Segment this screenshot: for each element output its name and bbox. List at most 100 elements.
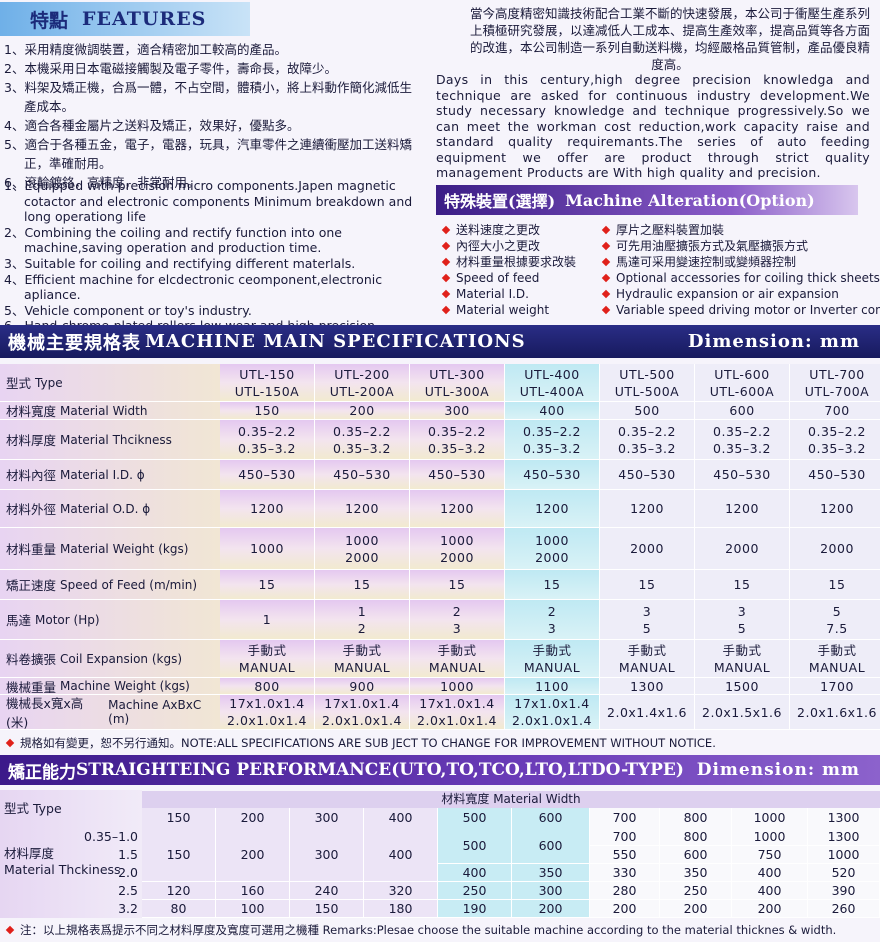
- feature-zh: 1、采用精度微調裝置，適合精密加工較高的產品。: [4, 42, 287, 57]
- perf-title-zh: 矯正能力: [8, 762, 76, 783]
- feature-en: 1、Equipped with precision micro componen…: [4, 178, 413, 225]
- spec-label-zh: 料卷擴張: [6, 652, 57, 667]
- spec-label-en: Coil Expansion (kgs): [60, 651, 183, 666]
- spec-row-label: 材料內徑 Material I.D. ϕ: [0, 460, 220, 490]
- spec-cell: 1200: [220, 490, 315, 528]
- spec-cell: 2.0x1.5x1.6: [695, 695, 790, 730]
- spec-cell-line: 450–530: [713, 467, 771, 482]
- spec-cell-line: 0.35–2.2: [238, 423, 296, 439]
- bullet: [5, 738, 15, 747]
- spec-cell: 1200: [505, 490, 600, 528]
- perf-cell: 300: [290, 828, 364, 882]
- feature-zh: 2、本機采用日本電磁接觸製及電子零件，壽命長，故障少。: [4, 61, 337, 76]
- spec-label-zh: 材料重量: [6, 542, 57, 557]
- perf-remark-text: 注：以上規格表爲提示不同之材料厚度及寬度可選用之機種 Remarks:Plesa…: [20, 923, 837, 937]
- spec-cell-line: 2000: [345, 549, 379, 565]
- bullet: [441, 225, 451, 235]
- spec-label-en: Type: [35, 375, 63, 390]
- spec-cell: 5 7.5: [790, 600, 880, 640]
- feature-en: 5、Vehicle component or toy's industry.: [4, 302, 252, 318]
- perf-cell: 800: [660, 828, 732, 846]
- spec-cell-line: 2000: [725, 541, 759, 556]
- spec-cell-line: MANUAL: [713, 659, 771, 675]
- spec-cell-line: 3: [452, 620, 462, 636]
- spec-label-en: Material Width: [60, 403, 148, 418]
- perf-thickness: 3.2: [118, 901, 138, 916]
- spec-cell-line: 15: [353, 577, 371, 592]
- spec-cell-line: UTL-400: [524, 366, 580, 382]
- perf-width-label: 材料寬度 Material Width: [142, 791, 880, 808]
- options-column: 厚片之壓料裝置加裝 可先用油壓擴張方式及氣壓擴張方式 馬達可采用變速控制或變頻器控制…: [600, 222, 880, 318]
- perf-width: 300: [290, 808, 364, 828]
- spec-cell-line: 0.35–3.2: [523, 440, 581, 456]
- spec-cell-line: 手動式: [722, 642, 762, 658]
- spec-cell: 1200: [790, 490, 880, 528]
- spec-cell: 15: [505, 570, 600, 600]
- spec-cell: UTL-400 UTL-400A: [505, 364, 600, 402]
- spec-cell-line: 15: [543, 577, 561, 592]
- spec-cell-line: 1: [357, 603, 367, 619]
- option-text: Speed of feed: [456, 271, 540, 285]
- spec-label-zh: 矯正速度: [6, 578, 57, 593]
- perf-cell: 320: [364, 882, 438, 900]
- spec-cell: UTL-600 UTL-600A: [695, 364, 790, 402]
- spec-cell-line: 2.0x1.0x1.4: [322, 713, 402, 728]
- spec-cell-line: 2000: [535, 549, 569, 565]
- spec-unit: Dimension: mm: [687, 331, 860, 352]
- spec-cell: 17x1.0x1.4 2.0x1.0x1.4: [220, 695, 315, 730]
- features-zh-list: 1、采用精度微調裝置，適合精密加工較高的產品。 2、本機采用日本電磁接觸製及電子零…: [4, 40, 424, 192]
- spec-cell-line: 450–530: [333, 467, 391, 482]
- spec-cell: 300: [410, 402, 505, 420]
- spec-cell-line: 17x1.0x1.4: [514, 696, 590, 711]
- spec-cell: 0.35–2.2 0.35–3.2: [410, 420, 505, 460]
- perf-header: 矯正能力 STRAIGHTEING PERFORMANCE(UTO,TO,TCO,…: [0, 755, 880, 785]
- spec-cell: 17x1.0x1.4 2.0x1.0x1.4: [410, 695, 505, 730]
- perf-cell: 160: [216, 882, 290, 900]
- spec-cell-line: 450–530: [523, 467, 581, 482]
- option-text: 厚片之壓料裝置加裝: [616, 223, 725, 237]
- option-item: 可先用油壓擴張方式及氣壓擴張方式: [600, 238, 880, 254]
- spec-cell: 150: [220, 402, 315, 420]
- spec-cell-line: 1300: [630, 678, 664, 694]
- spec-cell: 450–530: [600, 460, 695, 490]
- spec-cell-line: UTL-150: [239, 366, 295, 382]
- spec-label-en: Speed of Feed (m/min): [60, 577, 197, 592]
- spec-cell: 2000: [600, 528, 695, 570]
- spec-cell-line: MANUAL: [523, 659, 581, 675]
- spec-cell-line: 15: [448, 577, 466, 592]
- perf-cell: 350: [512, 864, 590, 882]
- perf-cell: 190: [438, 900, 512, 918]
- spec-cell: 1: [220, 600, 315, 640]
- spec-cell-line: 1200: [535, 501, 569, 516]
- spec-cell-line: 1700: [820, 678, 854, 694]
- spec-cell: 800: [220, 678, 315, 695]
- spec-cell: 450–530: [220, 460, 315, 490]
- spec-cell-line: 150: [254, 403, 280, 418]
- spec-cell: 450–530: [695, 460, 790, 490]
- spec-cell-line: 400: [539, 403, 565, 418]
- perf-cell: 700: [590, 828, 660, 846]
- spec-note: 規格如有變更，恕不另行通知。NOTE:ALL SPECIFICATIONS AR…: [4, 735, 880, 751]
- option-item: 厚片之壓料裝置加裝: [600, 222, 880, 238]
- spec-cell: 手動式 MANUAL: [600, 640, 695, 678]
- option-text: 材料重量根據要求改裝: [456, 255, 577, 269]
- spec-cell-line: 2: [357, 620, 367, 636]
- feature-en: 2、Combining the coiling and rectify func…: [4, 224, 342, 256]
- perf-cell: 1000: [808, 846, 880, 864]
- spec-cell-line: 0.35–2.2: [428, 423, 486, 439]
- spec-cell-line: 450–530: [238, 467, 296, 482]
- spec-cell-line: 手動式: [437, 642, 477, 658]
- features-title-zh: 特點: [30, 9, 69, 32]
- spec-cell: 1200: [695, 490, 790, 528]
- perf-cell: 600: [660, 846, 732, 864]
- spec-cell: 200: [315, 402, 410, 420]
- spec-cell: 450–530: [790, 460, 880, 490]
- option-item: Optional accessories for coiling thick s…: [600, 270, 880, 286]
- spec-cell-line: 2.0x1.0x1.4: [512, 713, 592, 728]
- features-title-en: FEATURES: [82, 8, 207, 30]
- spec-label-zh: 材料寬度: [6, 404, 57, 419]
- perf-thickness: 0.35–1.0: [84, 829, 138, 844]
- option-text: 馬達可采用變速控制或變頻器控制: [616, 255, 797, 269]
- spec-cell: 手動式 MANUAL: [315, 640, 410, 678]
- spec-cell-line: 17x1.0x1.4: [324, 696, 400, 711]
